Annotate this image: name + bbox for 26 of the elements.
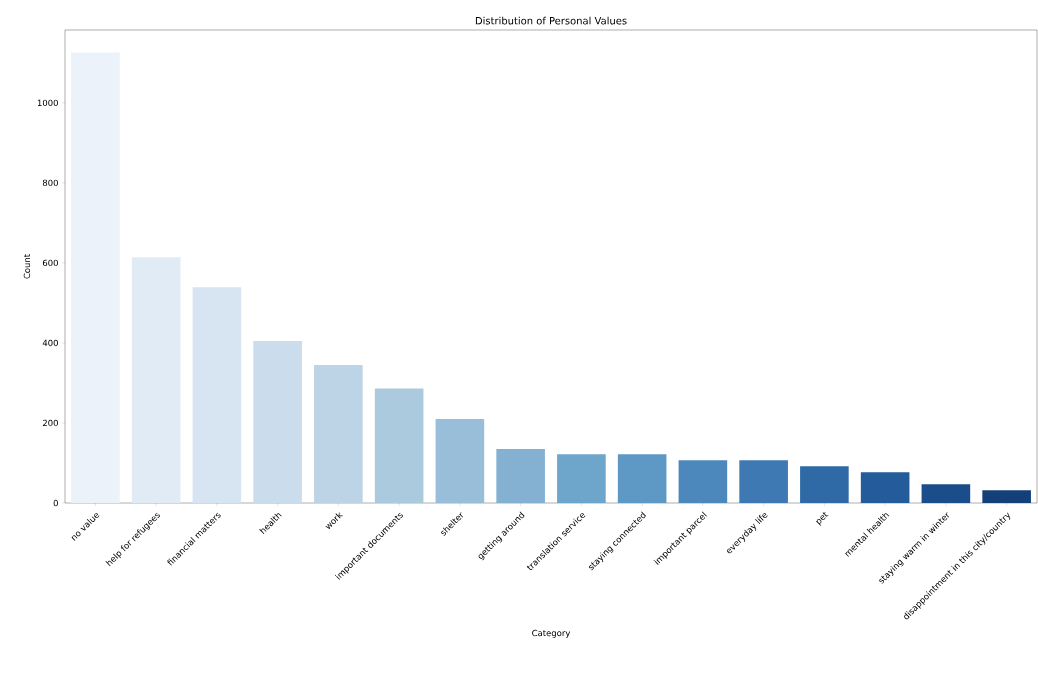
chart-title: Distribution of Personal Values [475,16,627,25]
y-tick-label: 400 [42,339,58,347]
bar [557,454,606,503]
bar [739,460,788,503]
bar [253,340,302,503]
bar [678,460,728,503]
y-tick-label: 200 [42,419,58,427]
bar [800,466,849,503]
y-tick-label: 1000 [37,99,58,107]
bar [314,364,363,503]
x-tick-label: pet [816,512,829,526]
bar [71,52,120,503]
y-tick-label: 0 [53,499,58,507]
bar [131,257,181,503]
bar [496,448,545,503]
y-axis-title: Count [23,254,31,279]
bar [374,388,424,503]
bar [921,484,971,503]
y-tick-label: 600 [42,259,58,267]
bar [192,287,242,503]
bar [860,472,910,503]
y-tick-label: 800 [42,179,58,187]
bar [435,418,485,503]
bar [982,490,1031,503]
x-axis-title: Category [532,629,571,638]
bar [617,454,667,503]
